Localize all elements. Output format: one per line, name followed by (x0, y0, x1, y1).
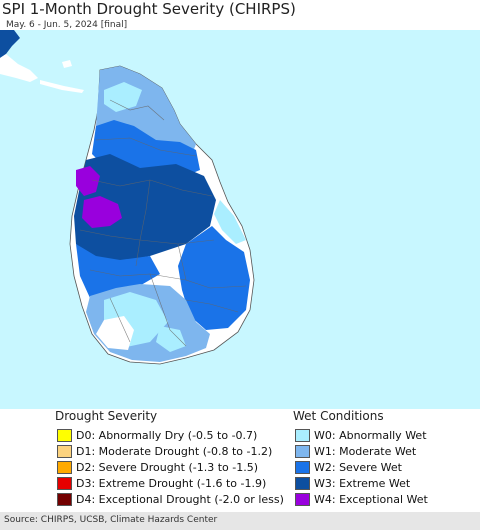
wet-swatch (295, 460, 310, 474)
drought-legend-label: D3: Extreme Drought (-1.6 to -1.9) (76, 476, 267, 490)
wet-legend-label: W1: Moderate Wet (314, 444, 417, 458)
india-coast (0, 30, 20, 58)
w0-north (104, 82, 142, 112)
drought-swatch (57, 476, 72, 490)
map-title: SPI 1-Month Drought Severity (CHIRPS) (2, 0, 296, 18)
drought-legend-item: D1: Moderate Drought (-0.8 to -1.2) (57, 443, 284, 459)
wet-swatch (295, 428, 310, 442)
drought-legend-item: D3: Extreme Drought (-1.6 to -1.9) (57, 475, 284, 491)
footer-bar: Source: CHIRPS, UCSB, Climate Hazards Ce… (0, 512, 480, 530)
drought-swatch (57, 428, 72, 442)
w4-northwest (76, 166, 100, 196)
drought-legend: D0: Abnormally Dry (-0.5 to -0.7) D1: Mod… (57, 427, 284, 507)
adams-bridge (40, 80, 84, 93)
w0-east (214, 200, 246, 244)
source-text: Source: CHIRPS, UCSB, Climate Hazards Ce… (4, 515, 218, 525)
drought-legend-label: D4: Exceptional Drought (-2.0 or less) (76, 492, 284, 506)
wet-swatch (295, 444, 310, 458)
wet-legend-item: W3: Extreme Wet (295, 475, 428, 491)
wet-legend-item: W4: Exceptional Wet (295, 491, 428, 507)
drought-legend-label: D2: Severe Drought (-1.3 to -1.5) (76, 460, 259, 474)
india-land (0, 54, 38, 82)
wet-legend-label: W3: Extreme Wet (314, 476, 411, 490)
drought-swatch (57, 460, 72, 474)
w1-southeast (156, 326, 186, 352)
w4-west (82, 196, 122, 228)
wet-swatch (295, 476, 310, 490)
wet-legend-label: W2: Severe Wet (314, 460, 402, 474)
drought-legend-item: D2: Severe Drought (-1.3 to -1.5) (57, 459, 284, 475)
mannar-islet (62, 60, 72, 68)
drought-swatch (57, 492, 72, 506)
wet-legend-item: W1: Moderate Wet (295, 443, 428, 459)
dry-southwest (96, 316, 134, 350)
w3-central (74, 154, 216, 262)
wet-swatch (295, 492, 310, 506)
map-subtitle: May. 6 - Jun. 5, 2024 [final] (6, 20, 128, 30)
district-boundaries (79, 99, 247, 347)
drought-legend-item: D0: Abnormally Dry (-0.5 to -0.7) (57, 427, 284, 443)
drought-legend-label: D1: Moderate Drought (-0.8 to -1.2) (76, 444, 273, 458)
wet-legend-item: W2: Severe Wet (295, 459, 428, 475)
wet-legend: W0: Abnormally Wet W1: Moderate Wet W2: Se… (295, 427, 428, 507)
wet-legend-item: W0: Abnormally Wet (295, 427, 428, 443)
wet-legend-label: W0: Abnormally Wet (314, 428, 427, 442)
drought-swatch (57, 444, 72, 458)
drought-legend-label: D0: Abnormally Dry (-0.5 to -0.7) (76, 428, 258, 442)
drought-legend-title: Drought Severity (55, 409, 158, 423)
wet-legend-label: W4: Exceptional Wet (314, 492, 428, 506)
wet-legend-title: Wet Conditions (293, 409, 384, 423)
w2-east (178, 226, 250, 330)
drought-legend-item: D4: Exceptional Drought (-2.0 or less) (57, 491, 284, 507)
sri-lanka-drought-map (0, 30, 480, 409)
